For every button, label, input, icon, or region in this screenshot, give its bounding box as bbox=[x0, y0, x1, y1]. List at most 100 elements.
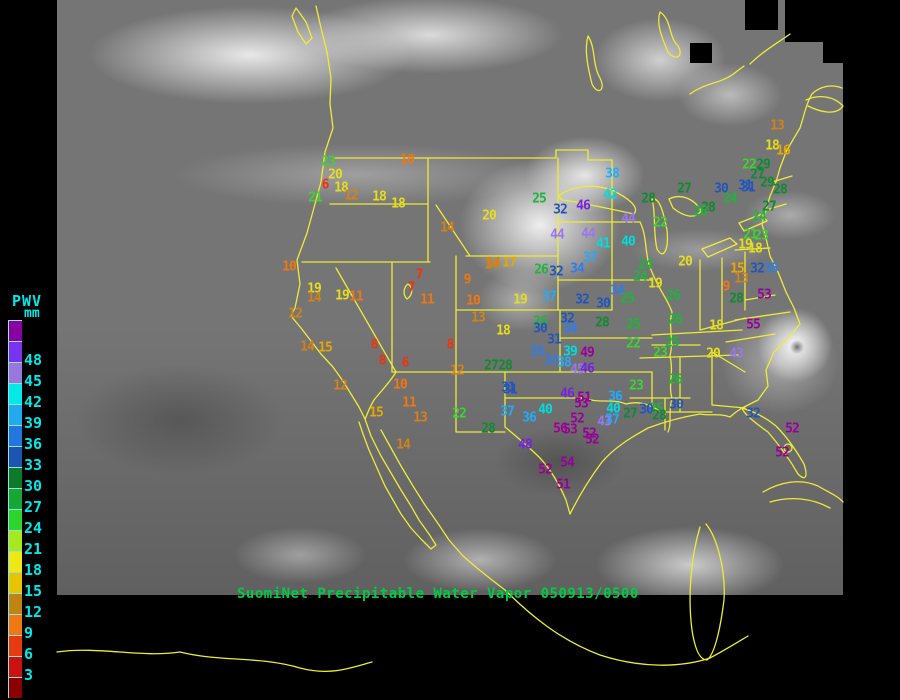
mask-notch-3 bbox=[823, 41, 843, 63]
station-pwv-value: 39 bbox=[563, 344, 578, 360]
legend-label: 21 bbox=[24, 540, 43, 558]
station-pwv-value: 28 bbox=[773, 182, 788, 198]
station-pwv-value: 29 bbox=[760, 175, 775, 191]
station-pwv-value: 31 bbox=[738, 178, 753, 194]
station-pwv-value: 52 bbox=[570, 411, 585, 427]
station-pwv-value: 23 bbox=[321, 154, 336, 170]
station-pwv-value: 11 bbox=[420, 292, 435, 308]
station-pwv-value: 45 bbox=[570, 362, 585, 378]
legend-row: 6 bbox=[8, 635, 78, 663]
legend-title: PWV bbox=[12, 292, 43, 310]
station-pwv-value: 52 bbox=[585, 432, 600, 448]
station-pwv-value: 10 bbox=[282, 259, 297, 275]
station-pwv-value: 55 bbox=[746, 317, 761, 333]
station-pwv-value: 32 bbox=[553, 202, 568, 218]
station-pwv-value: 40 bbox=[538, 402, 553, 418]
station-pwv-value: 44 bbox=[581, 226, 596, 242]
legend-label: 30 bbox=[24, 477, 43, 495]
station-pwv-value: 18 bbox=[334, 180, 349, 196]
station-pwv-value: 40 bbox=[606, 401, 621, 417]
mask-bottom bbox=[0, 595, 900, 700]
station-pwv-value: 38 bbox=[557, 355, 572, 371]
station-pwv-value: 12 bbox=[344, 188, 359, 204]
station-pwv-value: 22 bbox=[653, 215, 668, 231]
mask-notch-1 bbox=[745, 0, 778, 30]
legend-swatch bbox=[8, 404, 22, 425]
legend-row: 36 bbox=[8, 425, 78, 453]
station-pwv-value: 31 bbox=[741, 180, 756, 196]
station-pwv-value: 23 bbox=[629, 378, 644, 394]
station-pwv-value: 44 bbox=[550, 227, 565, 243]
legend-label: 18 bbox=[24, 561, 43, 579]
legend-row: 21 bbox=[8, 530, 78, 558]
station-pwv-value: 20 bbox=[328, 167, 343, 183]
station-pwv-value: 46 bbox=[580, 361, 595, 377]
pwv-legend: PWV mm 48 45 42 39 36 33 30 27 24 21 18 15 12 9 6 3 bbox=[8, 292, 78, 698]
station-pwv-value: 18 bbox=[372, 189, 387, 205]
station-pwv-value: 8 bbox=[446, 337, 455, 353]
legend-label: 9 bbox=[24, 624, 34, 642]
station-pwv-value: 18 bbox=[496, 323, 511, 339]
mask-notch-2 bbox=[785, 0, 843, 42]
station-pwv-value: 30 bbox=[639, 402, 654, 418]
station-pwv-value: 26 bbox=[533, 314, 548, 330]
station-pwv-value: 28 bbox=[641, 191, 656, 207]
station-pwv-value: 32 bbox=[746, 406, 761, 422]
station-pwv-value: 25 bbox=[620, 291, 635, 307]
station-pwv-value: 9 bbox=[722, 279, 731, 295]
station-pwv-value: 42 bbox=[603, 187, 618, 203]
legend-swatch bbox=[8, 551, 22, 572]
station-pwv-value: 41 bbox=[596, 236, 611, 252]
satellite-imagery-layer bbox=[57, 0, 843, 595]
station-pwv-value: 31 bbox=[501, 380, 516, 396]
station-pwv-value: 30 bbox=[669, 397, 684, 413]
legend-label: 27 bbox=[24, 498, 43, 516]
station-pwv-value: 49 bbox=[580, 345, 595, 361]
station-pwv-value: 30 bbox=[596, 296, 611, 312]
station-pwv-value: 31 bbox=[503, 382, 518, 398]
station-pwv-value: 8 bbox=[370, 337, 379, 353]
legend-row: 39 bbox=[8, 404, 78, 432]
legend-row bbox=[8, 320, 78, 341]
station-pwv-value: 10 bbox=[393, 377, 408, 393]
legend-row: 15 bbox=[8, 572, 78, 600]
station-pwv-value: 25 bbox=[649, 401, 664, 417]
station-pwv-value: 43 bbox=[597, 414, 612, 430]
legend-row: 9 bbox=[8, 614, 78, 642]
legend-swatch bbox=[8, 383, 22, 404]
legend-row: 45 bbox=[8, 362, 78, 390]
station-pwv-value: 32 bbox=[549, 264, 564, 280]
legend-label: 6 bbox=[24, 645, 34, 663]
legend-row: 48 bbox=[8, 341, 78, 369]
legend-label: 33 bbox=[24, 456, 43, 474]
station-pwv-value: 12 bbox=[333, 378, 348, 394]
station-pwv-value: 52 bbox=[538, 462, 553, 478]
station-pwv-value: 32 bbox=[560, 311, 575, 327]
station-pwv-value: 11 bbox=[402, 395, 417, 411]
station-pwv-value: 46 bbox=[576, 198, 591, 214]
station-pwv-value: 36 bbox=[522, 410, 537, 426]
legend-row: 18 bbox=[8, 551, 78, 579]
station-pwv-value: 37 bbox=[542, 289, 557, 305]
legend-swatch bbox=[8, 425, 22, 446]
station-pwv-value: 24 bbox=[633, 269, 648, 285]
station-pwv-value: 31 bbox=[547, 332, 562, 348]
legend-row: 33 bbox=[8, 446, 78, 474]
legend-swatch bbox=[8, 656, 22, 677]
station-pwv-value: 48 bbox=[518, 437, 533, 453]
station-pwv-value: 24 bbox=[723, 191, 738, 207]
station-pwv-value: 28 bbox=[481, 421, 496, 437]
station-pwv-value: 28 bbox=[701, 200, 716, 216]
station-pwv-value: 19 bbox=[738, 237, 753, 253]
legend-swatch bbox=[8, 488, 22, 509]
station-pwv-value: 21 bbox=[308, 190, 323, 206]
legend-label: 15 bbox=[24, 582, 43, 600]
station-pwv-value: 18 bbox=[748, 241, 763, 257]
legend-label: 12 bbox=[24, 603, 43, 621]
image-title: SuomiNet Precipitable Water Vapor 050913… bbox=[237, 586, 639, 602]
station-pwv-value: 19 bbox=[307, 281, 322, 297]
station-pwv-value: 18 bbox=[709, 318, 724, 334]
station-pwv-value: 27 bbox=[750, 167, 765, 183]
mask-right bbox=[843, 0, 900, 700]
station-pwv-value: 16 bbox=[776, 143, 791, 159]
